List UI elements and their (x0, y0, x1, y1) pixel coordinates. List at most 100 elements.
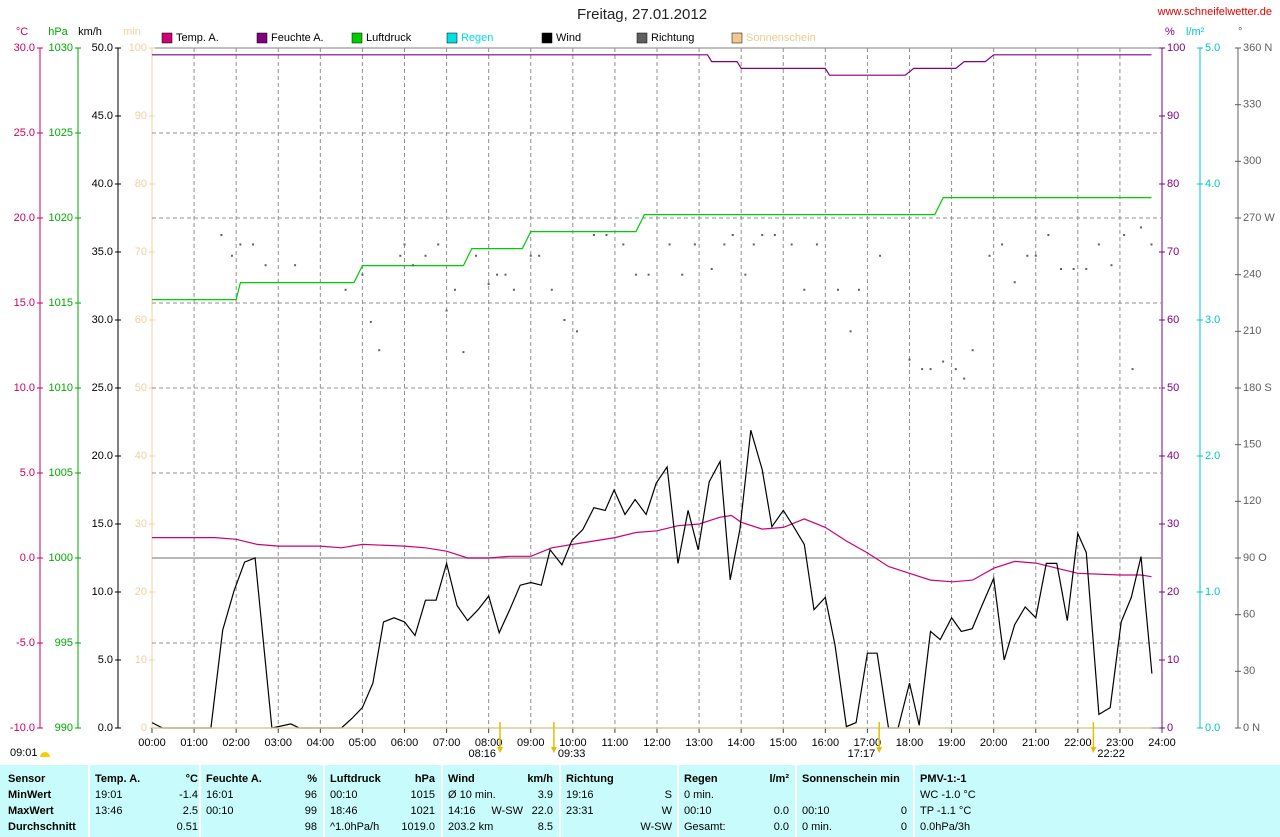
x-tick-label: 09:00 (517, 737, 545, 749)
direction-dot (437, 243, 440, 246)
y-tick-label: 240 (1243, 269, 1261, 281)
sun-icon (40, 752, 50, 757)
table-cell: Sonnenschein min (802, 773, 900, 785)
y-tick-label: 1000 (49, 552, 73, 564)
table-cell: 18:46 (330, 805, 358, 817)
y-tick-label: 995 (55, 637, 73, 649)
direction-dot (929, 368, 932, 371)
direction-dot (1047, 234, 1050, 236)
table-cell: 19:01 (95, 789, 123, 801)
table-cell: °C (186, 773, 198, 785)
y-tick-label: 210 (1243, 325, 1261, 337)
stats-table: Sensor MinWert MaxWert Durchschnitt Temp. A.… (8, 765, 976, 837)
series-line (152, 54, 1152, 76)
y-axis-title: ° (1238, 26, 1242, 38)
direction-dot (879, 254, 882, 257)
table-cell: 0 (901, 821, 907, 833)
table-cell: -1.4 (179, 789, 198, 801)
y-tick-label: 5.0 (20, 467, 35, 479)
y-tick-label: 50.0 (92, 42, 113, 54)
direction-dot (230, 254, 233, 257)
y-tick-label: 120 (1243, 495, 1261, 507)
y-tick-label: 30 (135, 518, 147, 530)
table-cell: 0 (901, 805, 907, 817)
y-tick-label: 1025 (49, 127, 73, 139)
table-cell: Feuchte A. (206, 773, 262, 785)
direction-dot (445, 309, 448, 312)
y-tick-label: 0.0 (98, 722, 113, 734)
direction-dot (1097, 243, 1100, 246)
table-cell: 0.51 (177, 821, 198, 833)
y-tick-label: 100 (129, 42, 147, 54)
direction-dot (710, 268, 713, 270)
direction-dot (921, 368, 924, 371)
table-cell: ^1.0hPa/h (330, 821, 379, 833)
direction-dot (731, 234, 734, 236)
table-cell: 00:10 (684, 805, 712, 817)
y-tick-label: 1005 (49, 467, 73, 479)
direction-dot (836, 288, 839, 291)
table-cell: PMV-1:-1 (920, 773, 966, 785)
y-tick-label: 40 (1167, 450, 1179, 462)
direction-dot (647, 273, 650, 276)
y-tick-label: 10.0 (92, 586, 113, 598)
direction-dot (1013, 281, 1016, 284)
time-marker-head (497, 747, 504, 753)
y-tick-label: 90 (135, 110, 147, 122)
table-cell: hPa (415, 773, 436, 785)
x-tick-label: 02:00 (222, 737, 250, 749)
chart-title: Freitag, 27.01.2012 (577, 6, 707, 23)
direction-dot (369, 320, 372, 323)
direction-dot (988, 254, 991, 257)
direction-dot (487, 283, 490, 286)
direction-dot (681, 273, 684, 276)
legend-label: Luftdruck (366, 32, 412, 44)
day-length: 09:01 (10, 747, 38, 759)
time-marker-head (876, 747, 883, 753)
y-tick-label: 70 (1167, 246, 1179, 258)
y-tick-label: 90 (1167, 110, 1179, 122)
direction-dot (1026, 254, 1029, 257)
y-tick-label: 45.0 (92, 110, 113, 122)
direction-dot (1001, 243, 1004, 246)
legend-swatch (541, 32, 553, 44)
legend-label: Wind (556, 32, 581, 44)
direction-dot (605, 234, 608, 236)
y-tick-label: 30.0 (14, 42, 35, 54)
direction-dot (1072, 268, 1075, 270)
direction-dot (1060, 268, 1062, 270)
table-cell: 22.0 (532, 805, 553, 817)
y-tick-label: 10.0 (14, 382, 35, 394)
y-tick-label: 300 (1243, 155, 1261, 167)
x-tick-label: 10:00 (559, 737, 587, 749)
table-cell: Sensor (8, 773, 46, 785)
y-tick-label: 30 (1167, 518, 1179, 530)
legend-label: Regen (461, 32, 493, 44)
y-tick-label: 100 (1167, 42, 1185, 54)
direction-dot (399, 254, 402, 257)
direction-dot (462, 351, 465, 354)
y-tick-label: 1015 (49, 297, 73, 309)
y-tick-label: 5.0 (98, 654, 113, 666)
y-tick-label: 5.0 (1205, 42, 1220, 54)
table-cell: MaxWert (8, 805, 54, 817)
direction-dot (815, 243, 818, 246)
legend-swatch (256, 32, 268, 44)
y-axis-title: % (1165, 26, 1175, 38)
direction-dot (773, 234, 776, 236)
table-cell: W-SW (640, 821, 672, 833)
table-cell: 0 min. (802, 821, 832, 833)
y-tick-label: -5.0 (16, 637, 35, 649)
table-cell: 1021 (411, 805, 435, 817)
table-cell: S (665, 789, 672, 801)
y-tick-label: 10 (1167, 654, 1179, 666)
y-tick-label: 1030 (49, 42, 73, 54)
y-axis-title: hPa (48, 26, 68, 38)
direction-dot (744, 273, 747, 276)
direction-dot (1085, 268, 1088, 270)
table-cell: 1015 (411, 789, 435, 801)
legend-swatch (351, 32, 363, 44)
table-cell: Durchschnitt (8, 821, 76, 833)
direction-dot (550, 288, 553, 291)
table-cell: 96 (305, 789, 317, 801)
